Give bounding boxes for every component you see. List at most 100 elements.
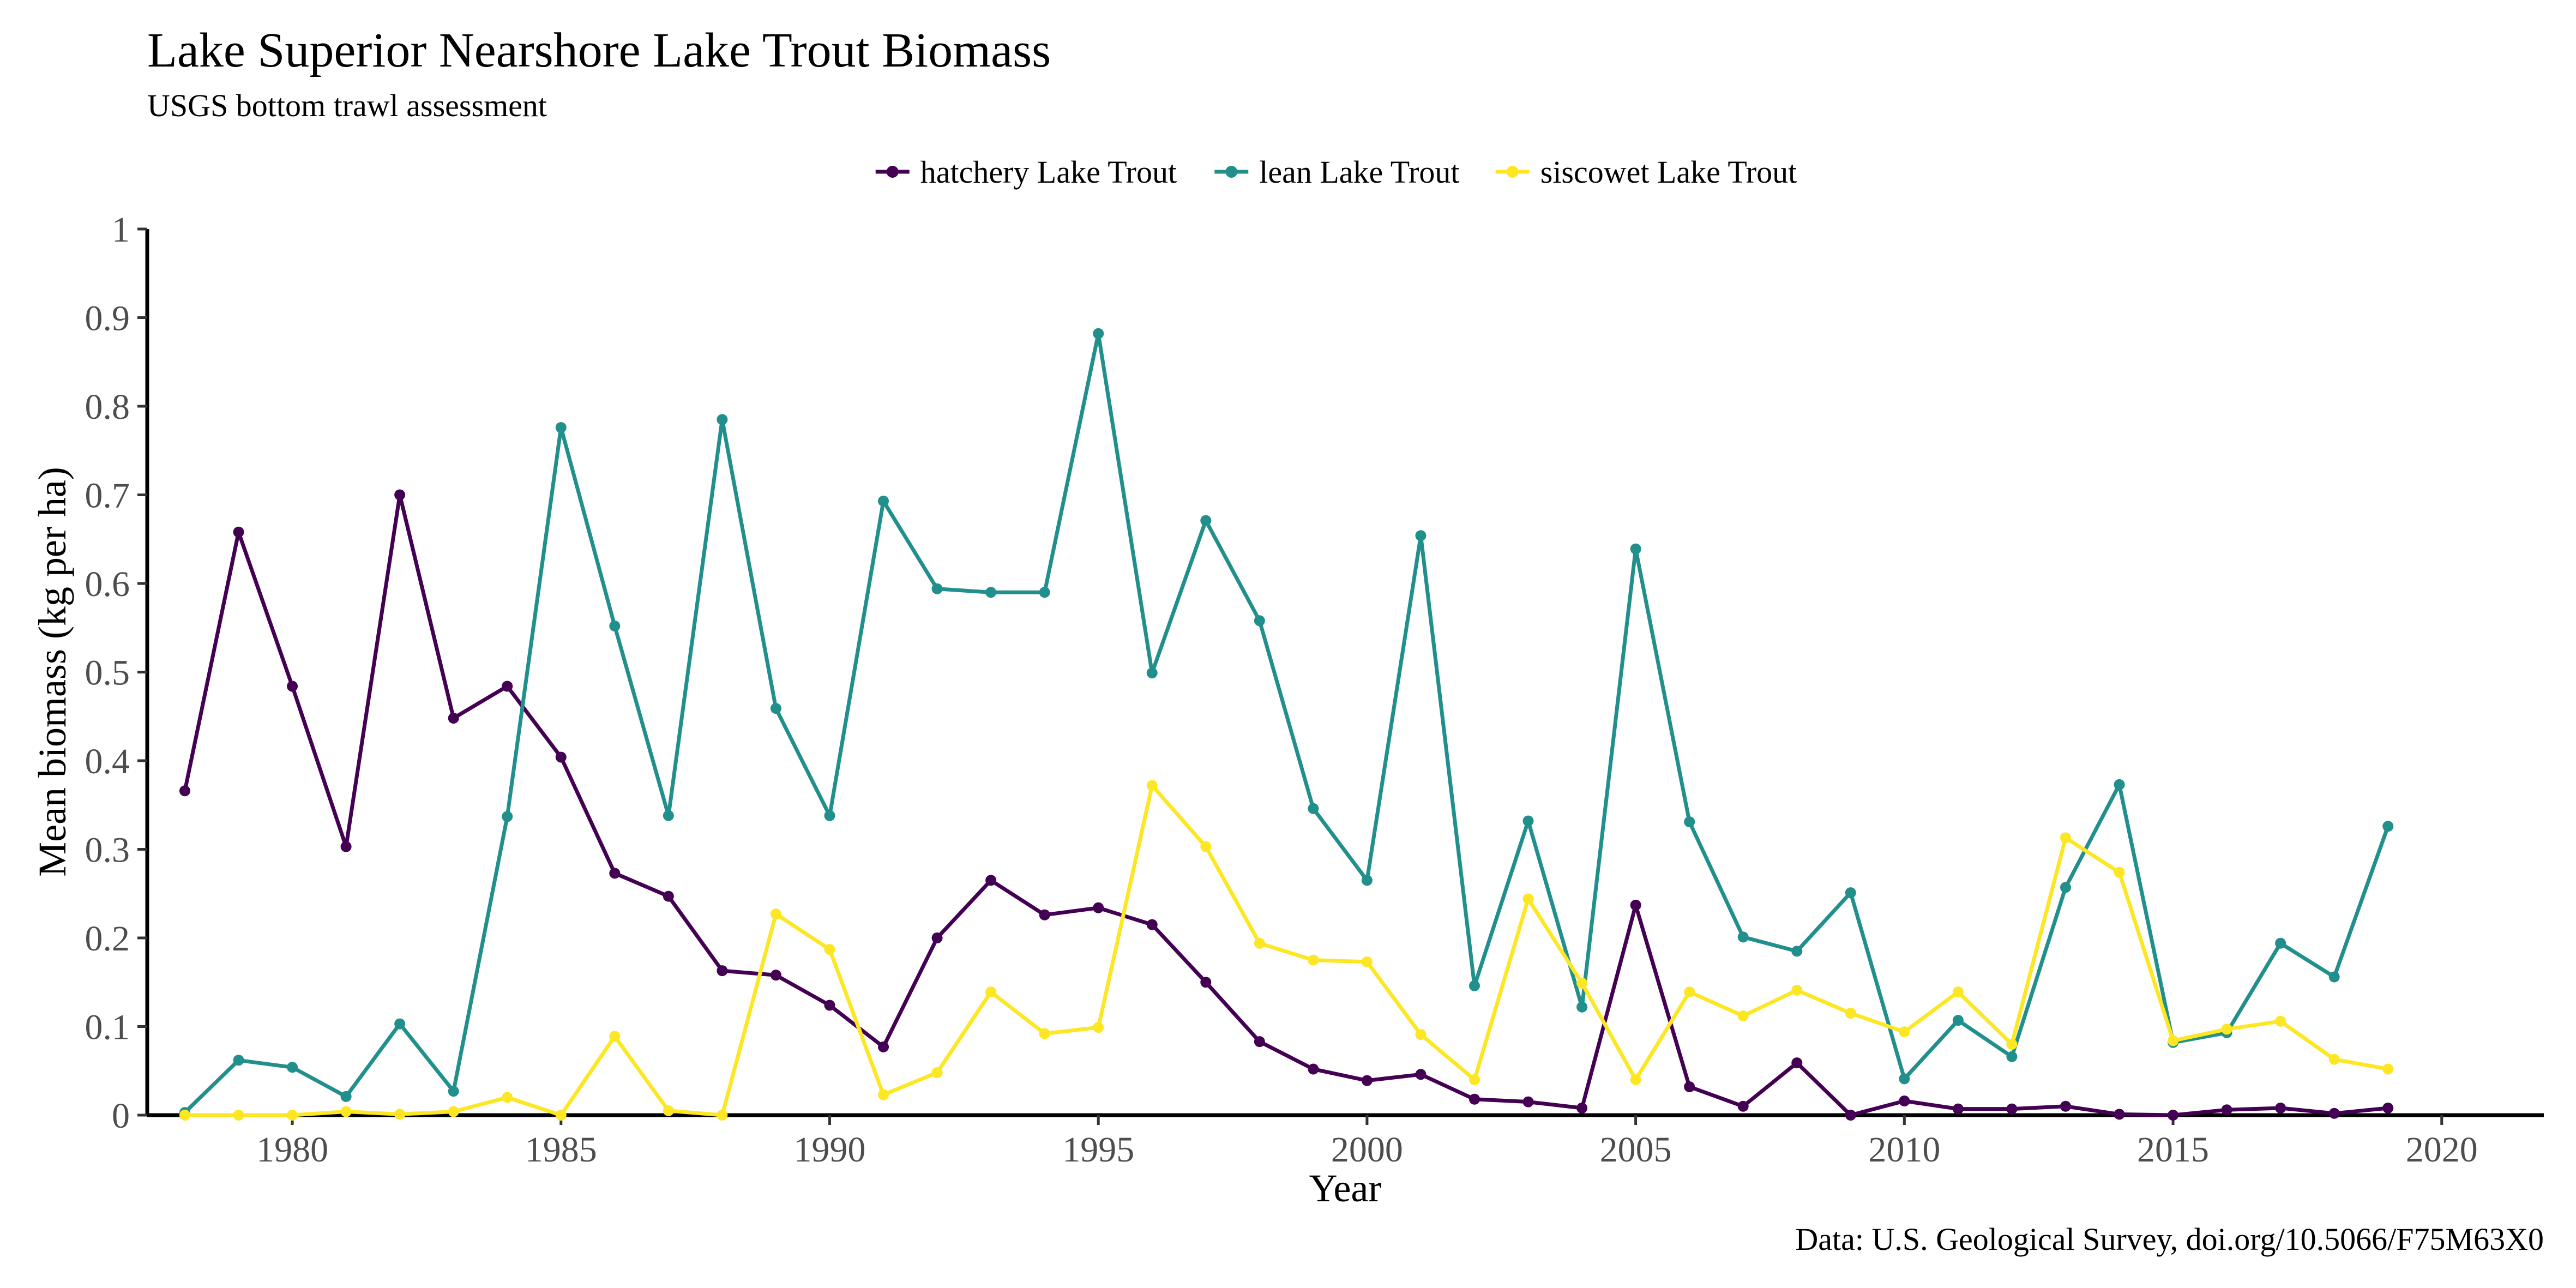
data-point <box>1737 931 1749 943</box>
data-point <box>2060 1100 2071 1112</box>
data-point <box>2328 1054 2340 1065</box>
data-point <box>340 1091 352 1102</box>
data-point <box>2275 1103 2286 1114</box>
data-point <box>2382 821 2394 832</box>
data-point <box>1791 946 1803 957</box>
data-point <box>2382 1063 2394 1075</box>
data-point <box>1845 887 1856 899</box>
data-point <box>2328 1108 2340 1119</box>
legend-label: lean Lake Trout <box>1259 154 1459 190</box>
data-point <box>2114 866 2125 878</box>
data-point <box>609 1031 621 1042</box>
data-point <box>931 583 943 594</box>
x-tick-label: 2000 <box>1331 1130 1403 1170</box>
x-axis-title: Year <box>1309 1166 1382 1210</box>
data-point <box>1952 1015 1964 1026</box>
data-point <box>2328 971 2340 983</box>
data-point <box>2168 1110 2179 1121</box>
data-point <box>394 1018 406 1030</box>
data-point <box>2114 1109 2125 1120</box>
data-point <box>1899 1096 1910 1106</box>
x-tick-label: 1980 <box>256 1130 328 1170</box>
data-point <box>1254 615 1265 627</box>
data-point <box>878 1089 889 1100</box>
data-point <box>502 811 513 822</box>
data-point <box>287 1110 298 1121</box>
data-point <box>1361 956 1373 967</box>
data-point <box>2060 882 2071 893</box>
series-line <box>183 784 2390 1117</box>
data-point <box>2221 1104 2232 1116</box>
data-point <box>555 751 567 763</box>
data-point <box>502 1092 513 1103</box>
data-point <box>1630 899 1641 911</box>
series-layer <box>179 328 2394 1121</box>
data-point <box>1093 328 1104 339</box>
data-point <box>1576 1001 1588 1013</box>
data-point <box>1093 902 1104 913</box>
legend: hatchery Lake Trout lean Lake Trout siscow… <box>875 154 1797 190</box>
data-point <box>448 1086 459 1097</box>
data-point <box>770 908 781 920</box>
data-point <box>2006 1103 2018 1115</box>
y-tick-label: 1 <box>112 210 130 250</box>
data-point <box>1415 1069 1427 1080</box>
data-point <box>233 526 244 538</box>
data-point <box>448 713 459 724</box>
data-point <box>1576 977 1588 989</box>
data-point <box>878 1041 889 1052</box>
data-point <box>2275 937 2286 949</box>
x-tick-label: 1990 <box>793 1130 865 1170</box>
data-point <box>717 414 728 425</box>
data-point <box>1522 815 1534 827</box>
data-point <box>1200 841 1212 852</box>
data-point <box>1039 1028 1050 1039</box>
data-point <box>824 944 835 955</box>
data-point <box>1684 986 1695 998</box>
legend-key-point <box>886 166 899 178</box>
data-point <box>1200 977 1212 988</box>
data-point <box>233 1110 244 1121</box>
y-tick-label: 0 <box>112 1096 130 1136</box>
data-point <box>770 703 781 714</box>
data-point <box>1415 1029 1427 1040</box>
legend-item: lean Lake Trout <box>1214 154 1460 190</box>
y-axis-title: Mean biomass (kg per ha) <box>31 467 74 877</box>
x-tick-label: 1995 <box>1062 1130 1134 1170</box>
series-line <box>183 332 2390 1115</box>
data-point <box>1845 1110 1856 1121</box>
data-point <box>1791 1057 1803 1069</box>
data-point <box>1146 780 1158 791</box>
data-point <box>1522 893 1534 905</box>
legend-label: hatchery Lake Trout <box>920 154 1177 190</box>
y-tick-label: 0.2 <box>85 919 130 959</box>
data-point <box>985 986 997 998</box>
x-tick-label: 1985 <box>525 1130 597 1170</box>
y-tick-label: 0.7 <box>85 476 130 516</box>
y-tick-label: 0.8 <box>85 387 130 427</box>
data-point <box>394 1109 406 1120</box>
data-point <box>2006 1051 2018 1062</box>
data-point <box>1361 1075 1373 1086</box>
data-point <box>340 841 352 852</box>
data-point <box>663 1105 674 1116</box>
data-point <box>824 810 835 821</box>
data-point <box>1791 984 1803 996</box>
data-point <box>1737 1100 1749 1112</box>
legend-label: siscowet Lake Trout <box>1540 154 1797 190</box>
data-point <box>448 1106 459 1117</box>
data-point <box>2114 779 2125 790</box>
data-point <box>985 587 997 598</box>
data-point <box>555 422 567 433</box>
data-point <box>555 1110 567 1121</box>
x-tick-label: 2020 <box>2406 1130 2478 1170</box>
data-point <box>233 1055 244 1066</box>
data-point <box>931 932 943 943</box>
data-point <box>717 965 728 977</box>
chart-title: Lake Superior Nearshore Lake Trout Bioma… <box>147 23 1051 77</box>
legend-key-point <box>1225 166 1238 178</box>
data-point <box>1899 1026 1910 1038</box>
x-tick-label: 2005 <box>1600 1130 1672 1170</box>
legend-item: hatchery Lake Trout <box>875 154 1177 190</box>
